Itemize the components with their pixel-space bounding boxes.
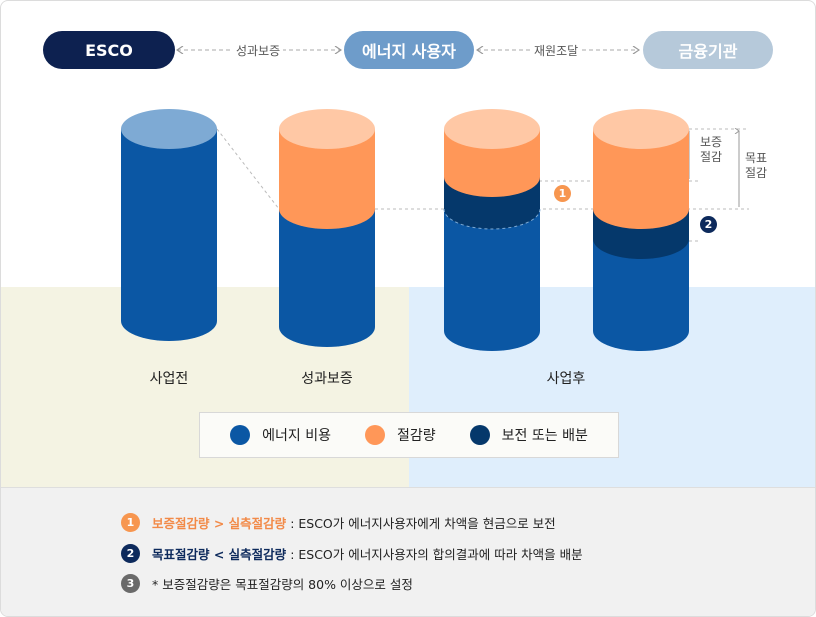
note-number-3: 3: [121, 574, 140, 593]
legend-label-energy-cost: 에너지 비용: [262, 428, 332, 444]
note-3: 3 * 보증절감량은 목표절감량의 80% 이상으로 설정: [121, 574, 413, 593]
guide-line-before-to-guarantee: [216, 128, 280, 210]
finance-pill: 금융기관: [643, 31, 773, 69]
cylinder-before: [121, 109, 217, 341]
cylinder-diagram: [121, 1, 749, 351]
legend-label-compensation: 보전 또는 배분: [501, 428, 588, 444]
legend-swatch-compensation: [469, 425, 490, 445]
badge-case1: 1: [554, 185, 571, 202]
label-before: 사업전: [149, 371, 189, 387]
label-after: 사업후: [546, 371, 586, 387]
note-highlight-1: 보증절감량 > 실측절감량: [152, 516, 287, 531]
note-2: 2 목표절감량 < 실측절감량 : ESCO가 에너지사용자의 합의결과에 따라…: [121, 544, 583, 563]
cylinder-guarantee: [279, 109, 375, 347]
legend-label-savings: 절감량: [397, 428, 436, 444]
legend-item-energy-cost: 에너지 비용: [230, 425, 331, 445]
legend: 에너지 비용 절감량 보전 또는 배분: [199, 412, 619, 458]
guaranteed-savings-label: 보증 절감: [700, 135, 723, 164]
note-highlight-2: 목표절감량 < 실측절감량: [152, 547, 287, 562]
label-guarantee: 성과보증: [301, 371, 353, 387]
note-text-1: : ESCO가 에너지사용자에게 차액을 현금으로 보전: [290, 516, 556, 531]
legend-item-savings: 절감량: [365, 425, 436, 445]
legend-item-compensation: 보전 또는 배분: [469, 425, 588, 445]
cylinder-after-case2: [593, 109, 689, 351]
note-number-1: 1: [121, 513, 140, 532]
cylinder-after-case1: [443, 109, 541, 351]
flow-label-financing: 재원조달: [531, 42, 582, 59]
energy-user-pill: 에너지 사용자: [344, 31, 474, 69]
note-number-2: 2: [121, 544, 140, 563]
flow-label-performance-guarantee: 성과보증: [233, 42, 284, 59]
legend-swatch-savings: [365, 425, 386, 445]
target-savings-label: 목표 절감: [745, 151, 768, 180]
note-text-2: : ESCO가 에너지사용자의 합의결과에 따라 차액을 배분: [290, 547, 583, 562]
legend-swatch-energy-cost: [230, 425, 251, 445]
note-1: 1 보증절감량 > 실측절감량 : ESCO가 에너지사용자에게 차액을 현금으…: [121, 513, 556, 532]
note-text-3: * 보증절감량은 목표절감량의 80% 이상으로 설정: [152, 577, 413, 592]
esco-pill: ESCO: [43, 31, 175, 69]
badge-case2: 2: [700, 216, 717, 233]
